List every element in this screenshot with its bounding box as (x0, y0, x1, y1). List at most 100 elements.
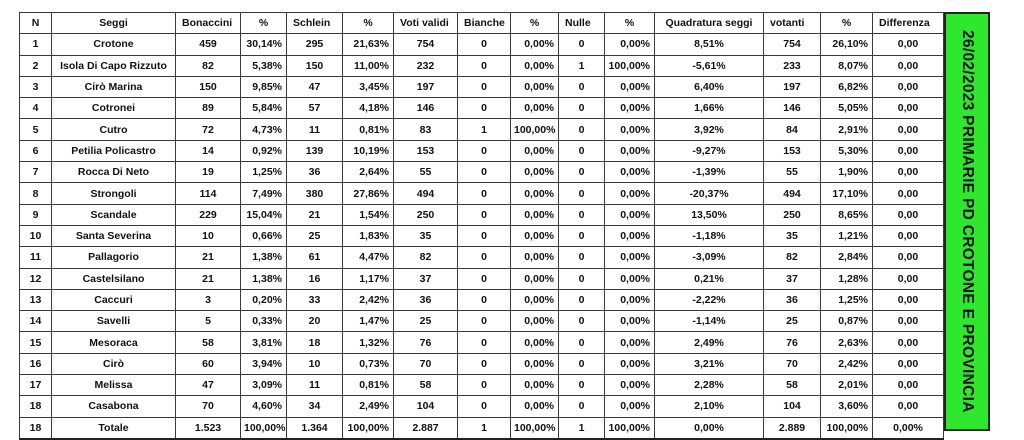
cell-schlein: 16 (286, 267, 343, 290)
cell-n: 5 (19, 118, 52, 141)
cell-bonaccini: 229 (175, 203, 241, 226)
cell-differenza: 0,00% (872, 416, 944, 440)
cell-votanti: 494 (763, 182, 821, 205)
banner-title: 26/02/2023 PRIMARIE PD CROTONE E PROVINC… (959, 30, 976, 413)
cell-bonaccini-pct: 0,92% (240, 139, 287, 163)
cell-differenza: 0,00 (872, 267, 944, 290)
cell-n: 6 (19, 139, 52, 163)
table-body: 1 Crotone 459 30,14% 295 21,63% 754 0 0,00% 0 0,00… (19, 33, 944, 440)
cell-n: 17 (19, 374, 52, 397)
cell-nulle: 0 (558, 139, 605, 163)
cell-schlein-pct: 3,45% (342, 75, 394, 99)
cell-bonaccini-pct: 5,38% (240, 54, 287, 77)
header-nulle-pct: % (604, 11, 655, 35)
cell-seggio: Strongoli (51, 182, 176, 205)
cell-bianche: 0 (457, 54, 511, 77)
cell-bonaccini: 70 (175, 395, 241, 418)
cell-schlein-pct: 11,00% (342, 54, 394, 77)
cell-votanti-pct: 17,10% (820, 182, 873, 205)
cell-n: 4 (19, 97, 52, 120)
cell-nulle: 0 (558, 118, 605, 141)
table-row: 15 Mesoraca 58 3,81% 18 1,32% 76 0 0,00% 0 0,00% 2,… (19, 331, 944, 354)
cell-seggio: Cotronei (51, 97, 176, 120)
cell-votanti-pct: 100,00% (820, 416, 873, 440)
cell-schlein: 36 (286, 161, 343, 184)
cell-nulle: 0 (558, 352, 605, 376)
cell-bonaccini-pct: 4,60% (240, 395, 287, 418)
cell-nulle: 0 (558, 395, 605, 418)
header-bonaccini-pct: % (240, 11, 287, 35)
cell-votanti-pct: 6,82% (820, 75, 873, 99)
cell-schlein: 380 (286, 182, 343, 205)
cell-nulle-pct: 0,00% (604, 331, 655, 354)
cell-nulle: 0 (558, 33, 605, 56)
cell-bianche: 0 (457, 224, 511, 248)
cell-bonaccini-pct: 1,38% (240, 267, 287, 290)
cell-seggio: Cutro (51, 118, 176, 141)
cell-schlein-pct: 1,47% (342, 310, 394, 333)
cell-bianche-pct: 0,00% (510, 75, 559, 99)
cell-differenza: 0,00 (872, 395, 944, 418)
header-votanti: votanti (763, 11, 821, 35)
cell-n: 15 (19, 331, 52, 354)
cell-quadratura: 8,51% (654, 33, 764, 56)
cell-bianche: 0 (457, 395, 511, 418)
cell-bonaccini: 60 (175, 352, 241, 376)
cell-votanti-pct: 26,10% (820, 33, 873, 56)
cell-bianche-pct: 0,00% (510, 33, 559, 56)
table-row: 13 Caccuri 3 0,20% 33 2,42% 36 0 0,00% 0 0,00% -2,2… (19, 288, 944, 312)
cell-bianche: 0 (457, 97, 511, 120)
cell-bonaccini-pct: 0,66% (240, 224, 287, 248)
table-row: 9 Scandale 229 15,04% 21 1,54% 250 0 0,00% 0 0,00%… (19, 203, 944, 226)
cell-bianche: 0 (457, 352, 511, 376)
cell-bianche: 0 (457, 288, 511, 312)
cell-schlein-pct: 4,47% (342, 246, 394, 269)
cell-bonaccini-pct: 1,38% (240, 246, 287, 269)
cell-bonaccini: 150 (175, 75, 241, 99)
cell-nulle: 0 (558, 182, 605, 205)
cell-schlein-pct: 1,54% (342, 203, 394, 226)
cell-bianche-pct: 0,00% (510, 182, 559, 205)
cell-nulle-pct: 0,00% (604, 118, 655, 141)
cell-bonaccini-pct: 5,84% (240, 97, 287, 120)
cell-differenza: 0,00 (872, 182, 944, 205)
cell-bonaccini: 3 (175, 288, 241, 312)
cell-nulle-pct: 0,00% (604, 224, 655, 248)
cell-bianche: 0 (457, 182, 511, 205)
cell-votanti: 35 (763, 224, 821, 248)
table-row: 11 Pallagorio 21 1,38% 61 4,47% 82 0 0,00% 0 0,00%… (19, 246, 944, 269)
cell-votanti: 153 (763, 139, 821, 163)
cell-nulle-pct: 0,00% (604, 97, 655, 120)
cell-seggio: Cirò (51, 352, 176, 376)
cell-bonaccini-pct: 7,49% (240, 182, 287, 205)
cell-differenza: 0,00 (872, 310, 944, 333)
cell-voti-validi: 55 (393, 161, 458, 184)
cell-seggio: Mesoraca (51, 331, 176, 354)
cell-seggio: Cirò Marina (51, 75, 176, 99)
cell-differenza: 0,00 (872, 203, 944, 226)
cell-quadratura: -3,09% (654, 246, 764, 269)
cell-schlein: 11 (286, 118, 343, 141)
cell-bianche-pct: 0,00% (510, 352, 559, 376)
cell-schlein-pct: 0,81% (342, 374, 394, 397)
cell-nulle-pct: 0,00% (604, 246, 655, 269)
cell-n: 8 (19, 182, 52, 205)
cell-bonaccini-pct: 1,25% (240, 161, 287, 184)
cell-nulle-pct: 0,00% (604, 267, 655, 290)
cell-bonaccini-pct: 30,14% (240, 33, 287, 56)
header-bonaccini: Bonaccini (175, 11, 241, 35)
header-differenza: Differenza (872, 11, 944, 35)
cell-bonaccini: 21 (175, 267, 241, 290)
cell-votanti: 37 (763, 267, 821, 290)
table-row: 10 Santa Severina 10 0,66% 25 1,83% 35 0 0,00% 0 0… (19, 224, 944, 248)
cell-bonaccini-pct: 4,73% (240, 118, 287, 141)
header-n: N (19, 11, 52, 35)
cell-votanti: 2.889 (763, 416, 821, 440)
cell-n: 18 (19, 416, 52, 440)
header-voti-validi: Voti validi (393, 11, 458, 35)
cell-nulle: 1 (558, 416, 605, 440)
cell-schlein-pct: 0,73% (342, 352, 394, 376)
cell-quadratura: -1,39% (654, 161, 764, 184)
cell-schlein: 61 (286, 246, 343, 269)
cell-votanti: 250 (763, 203, 821, 226)
